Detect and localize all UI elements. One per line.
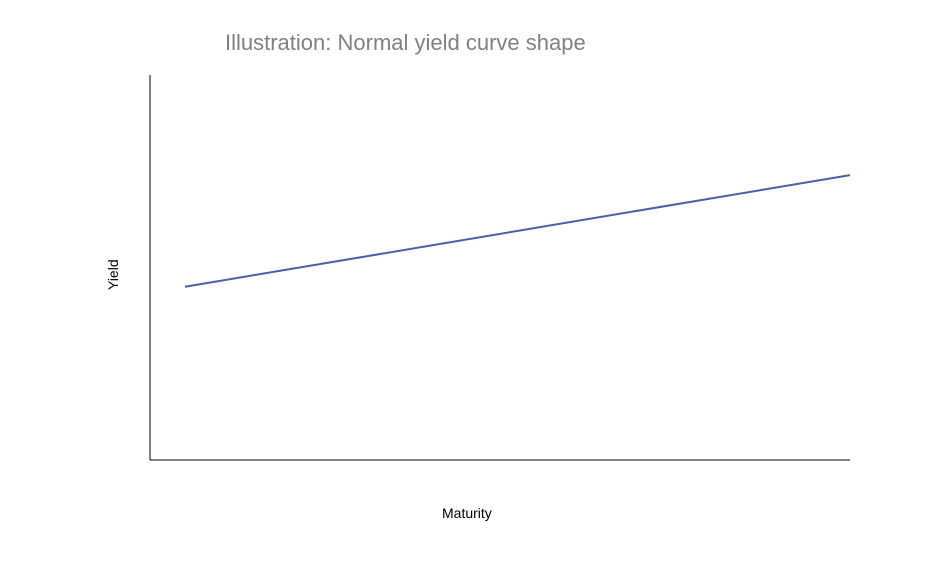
plot-svg: [0, 0, 936, 568]
chart-container: Illustration: Normal yield curve shape M…: [0, 0, 936, 568]
series-line: [185, 175, 850, 287]
